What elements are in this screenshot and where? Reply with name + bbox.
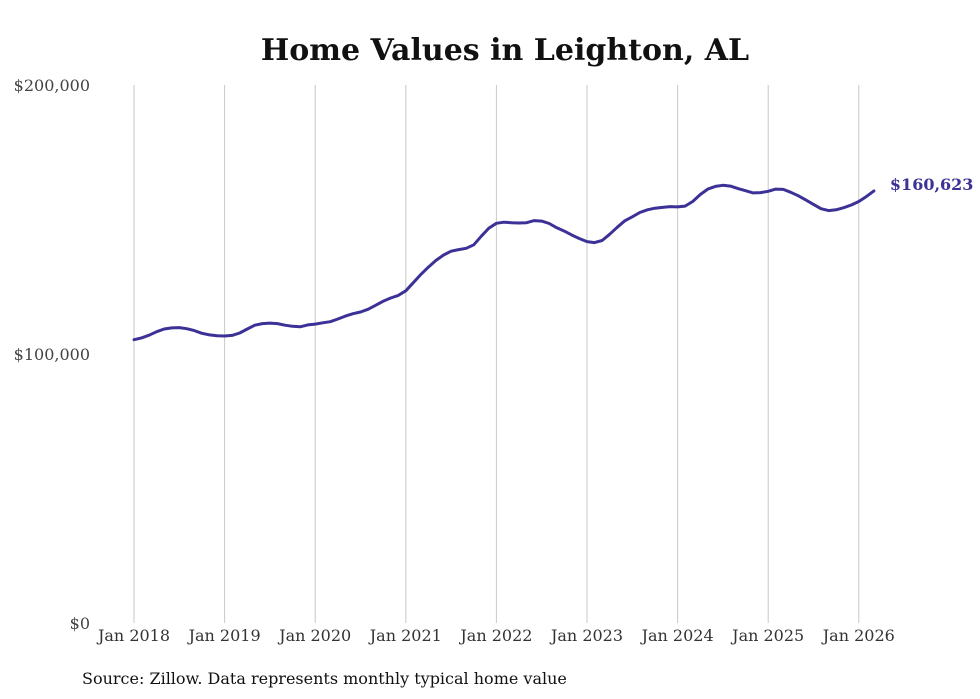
series-layer xyxy=(132,183,876,342)
chart-title: Home Values in Leighton, AL xyxy=(261,33,749,68)
y-tick-label: $0 xyxy=(70,614,90,633)
source-note: Source: Zillow. Data represents monthly … xyxy=(82,669,567,688)
x-axis-ticks: Jan 2018 Jan 2019 Jan 2020 Jan 2021 Jan 2022… xyxy=(96,626,895,645)
x-tick-label: Jan 2024 xyxy=(640,626,714,645)
y-axis-ticks: $0 $100,000 $200,000 xyxy=(14,76,90,633)
y-tick-label: $100,000 xyxy=(14,345,90,364)
x-tick-label: Jan 2023 xyxy=(549,626,623,645)
x-tick-label: Jan 2019 xyxy=(187,626,261,645)
x-tick-label: Jan 2022 xyxy=(458,626,532,645)
x-tick-label: Jan 2026 xyxy=(821,626,895,645)
series-line xyxy=(132,183,876,342)
x-tick-label: Jan 2025 xyxy=(730,626,804,645)
grid-lines xyxy=(133,85,860,623)
end-value-label: $160,623 xyxy=(890,175,974,194)
x-tick-label: Jan 2021 xyxy=(368,626,442,645)
y-tick-label: $200,000 xyxy=(14,76,90,95)
x-tick-label: Jan 2018 xyxy=(96,626,170,645)
x-tick-label: Jan 2020 xyxy=(277,626,351,645)
